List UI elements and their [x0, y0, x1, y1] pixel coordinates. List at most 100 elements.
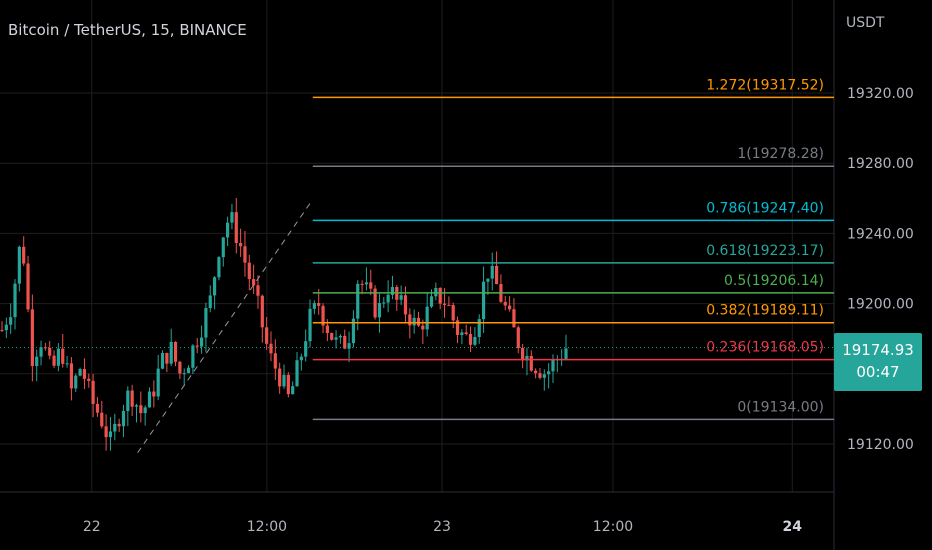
candle-body [477, 319, 481, 337]
trend-line[interactable] [137, 201, 312, 454]
x-tick-label: 22 [83, 519, 101, 535]
candle-body [156, 368, 160, 397]
candle-body [230, 212, 234, 223]
candle-body [442, 303, 447, 305]
candle-body [291, 386, 295, 395]
candle-body [425, 306, 429, 330]
candle-body [278, 368, 282, 387]
candle-body [87, 378, 91, 381]
currency-label: USDT [846, 15, 885, 31]
candle-body [547, 371, 551, 375]
candle-body [186, 367, 191, 374]
candle-body [451, 305, 455, 321]
candle-body [173, 341, 178, 362]
candle-body [234, 212, 238, 243]
candle-body [494, 265, 499, 285]
last-price-tag: 19174.93 00:47 [834, 333, 922, 391]
candle-body [364, 282, 369, 285]
candle-body [199, 337, 204, 347]
candle-body [564, 348, 568, 359]
candle-body [399, 295, 403, 300]
candle-body [464, 332, 468, 335]
candle-body [460, 332, 464, 335]
candle-body [377, 303, 382, 318]
candle-body [373, 288, 377, 318]
candle-body [516, 327, 520, 349]
fib-level-label: 0.236(19168.05) [706, 340, 824, 356]
candle-body [416, 317, 421, 326]
bar-countdown: 00:47 [856, 363, 900, 381]
candle-body [343, 335, 347, 349]
last-price-value: 19174.93 [842, 341, 914, 359]
candle-body [117, 423, 121, 427]
candle-body [390, 287, 395, 295]
candle-body [486, 278, 490, 282]
candle-body [178, 361, 182, 374]
candle-body [265, 327, 269, 344]
y-tick-label: 19320.00 [847, 86, 914, 102]
candle-body [360, 283, 364, 285]
candle-body [312, 303, 316, 309]
candle-body [269, 343, 273, 354]
candle-body [126, 390, 130, 412]
candle-body [108, 431, 113, 438]
candle-body [473, 336, 477, 345]
x-tick-label: 12:00 [247, 519, 287, 535]
candle-body [317, 303, 321, 306]
candle-body [351, 318, 356, 344]
candle-body [22, 246, 26, 264]
candle-body [325, 325, 329, 334]
candle-body [356, 283, 360, 319]
candle-body [78, 369, 82, 376]
candle-body [104, 426, 108, 438]
candle-body [512, 309, 516, 328]
candle-body [286, 374, 290, 395]
y-tick-label: 19200.00 [847, 297, 914, 313]
candle-body [208, 295, 212, 309]
candle-body [152, 391, 156, 397]
candle-body [56, 348, 60, 366]
candle-body [260, 295, 264, 328]
candle-body [538, 373, 542, 378]
candle-body [468, 334, 473, 345]
candle-body [221, 237, 225, 258]
candle-body [282, 374, 286, 387]
candle-body [212, 277, 217, 296]
candle-body [13, 283, 17, 318]
fib-level-label: 0.618(19223.17) [706, 243, 824, 259]
candle-body [35, 356, 39, 367]
candle-body [113, 423, 117, 432]
candle-body [143, 407, 147, 414]
candle-body [386, 294, 390, 303]
fib-level-label: 0.382(19189.11) [706, 303, 824, 319]
candle-body [408, 314, 412, 326]
candle-body [247, 262, 251, 280]
candle-body [508, 305, 512, 310]
candle-body [529, 355, 533, 371]
candle-body [30, 309, 34, 367]
candle-body [503, 301, 507, 306]
candle-body [490, 265, 494, 279]
fib-level-label: 0.5(19206.14) [724, 273, 824, 289]
candle-body [134, 405, 139, 407]
y-tick-label: 19240.00 [847, 226, 914, 242]
candle-body [0, 329, 4, 331]
candle-body [542, 374, 546, 378]
candle-body [308, 308, 312, 342]
candle-body [4, 324, 8, 331]
candle-body [481, 281, 486, 320]
candle-body [74, 375, 78, 389]
candle-body [191, 345, 195, 368]
symbol-title[interactable]: Bitcoin / TetherUS, 15, BINANCE [8, 21, 247, 39]
candle-body [438, 287, 442, 304]
candle-body [100, 412, 104, 427]
candle-body [121, 411, 126, 427]
candle-body [82, 369, 87, 379]
candle-body [369, 282, 373, 289]
candle-body [217, 257, 221, 278]
candle-body [52, 355, 56, 366]
candle-body [429, 296, 434, 307]
candle-body [334, 337, 338, 340]
